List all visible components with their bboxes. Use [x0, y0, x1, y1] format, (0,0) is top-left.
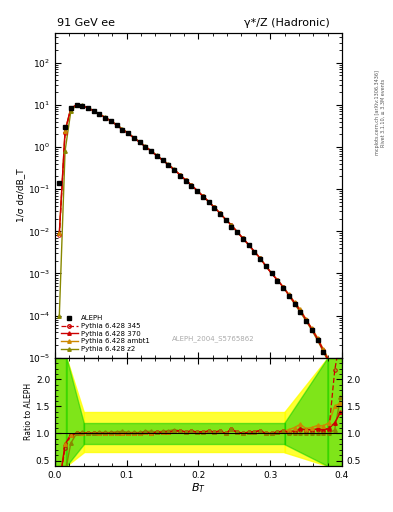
Y-axis label: Ratio to ALEPH: Ratio to ALEPH	[24, 383, 33, 440]
Legend: ALEPH, Pythia 6.428 345, Pythia 6.428 370, Pythia 6.428 ambt1, Pythia 6.428 z2: ALEPH, Pythia 6.428 345, Pythia 6.428 37…	[59, 313, 152, 354]
Text: Rivet 3.1.10, ≥ 3.3M events: Rivet 3.1.10, ≥ 3.3M events	[381, 78, 386, 147]
Text: mcplots.cern.ch [arXiv:1306.3436]: mcplots.cern.ch [arXiv:1306.3436]	[375, 70, 380, 155]
Text: 91 GeV ee: 91 GeV ee	[57, 18, 116, 28]
Text: ALEPH_2004_S5765862: ALEPH_2004_S5765862	[171, 335, 254, 342]
Y-axis label: 1/σ dσ/dB_T: 1/σ dσ/dB_T	[16, 169, 25, 222]
X-axis label: $B_T$: $B_T$	[191, 481, 206, 495]
Text: γ*/Z (Hadronic): γ*/Z (Hadronic)	[244, 18, 330, 28]
